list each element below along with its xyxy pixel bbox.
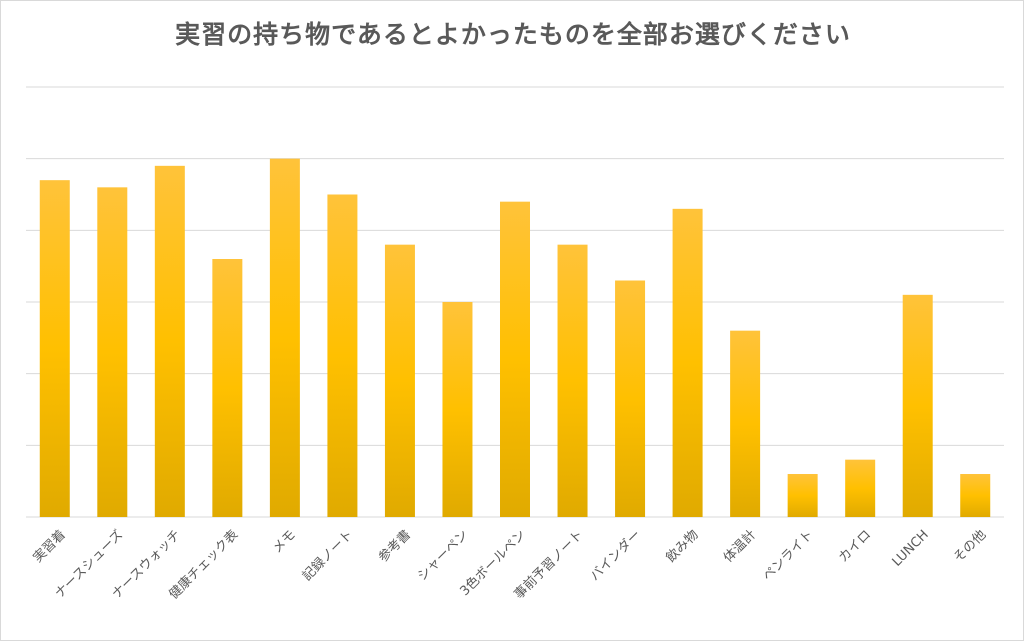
bar bbox=[902, 294, 933, 517]
x-tick-label: 記録ノート bbox=[299, 527, 356, 584]
bar bbox=[730, 330, 761, 517]
chart-title: 実習の持ち物であるとよかったものを全部お選びください bbox=[175, 20, 851, 49]
bar bbox=[384, 244, 415, 517]
bar bbox=[500, 201, 530, 517]
bar bbox=[557, 244, 588, 517]
bar bbox=[269, 158, 300, 517]
x-tick-label: ペンライト bbox=[760, 527, 817, 584]
bar bbox=[154, 165, 185, 518]
bar bbox=[39, 180, 70, 517]
x-tick-label: バインダー bbox=[588, 527, 645, 584]
bar bbox=[212, 259, 243, 517]
bar bbox=[442, 302, 473, 517]
bar bbox=[97, 187, 128, 518]
x-tick-label: 実習着 bbox=[30, 527, 69, 566]
bar bbox=[960, 474, 991, 517]
bar bbox=[672, 208, 703, 518]
bar bbox=[327, 194, 358, 517]
x-tick-label: その他 bbox=[951, 527, 989, 565]
x-tick-label: メモ bbox=[270, 527, 299, 556]
x-tick-label: 参考書 bbox=[375, 527, 414, 566]
x-tick-label: 飲み物 bbox=[663, 527, 702, 566]
bar bbox=[787, 474, 818, 517]
x-tick-label: LUNCH bbox=[890, 527, 932, 569]
x-tick-label: シャーペン bbox=[415, 527, 472, 584]
bar bbox=[845, 459, 876, 517]
bar bbox=[615, 280, 646, 517]
bars bbox=[39, 158, 991, 518]
x-tick-label: 体温計 bbox=[720, 527, 759, 566]
x-tick-label: カイロ bbox=[836, 527, 874, 565]
